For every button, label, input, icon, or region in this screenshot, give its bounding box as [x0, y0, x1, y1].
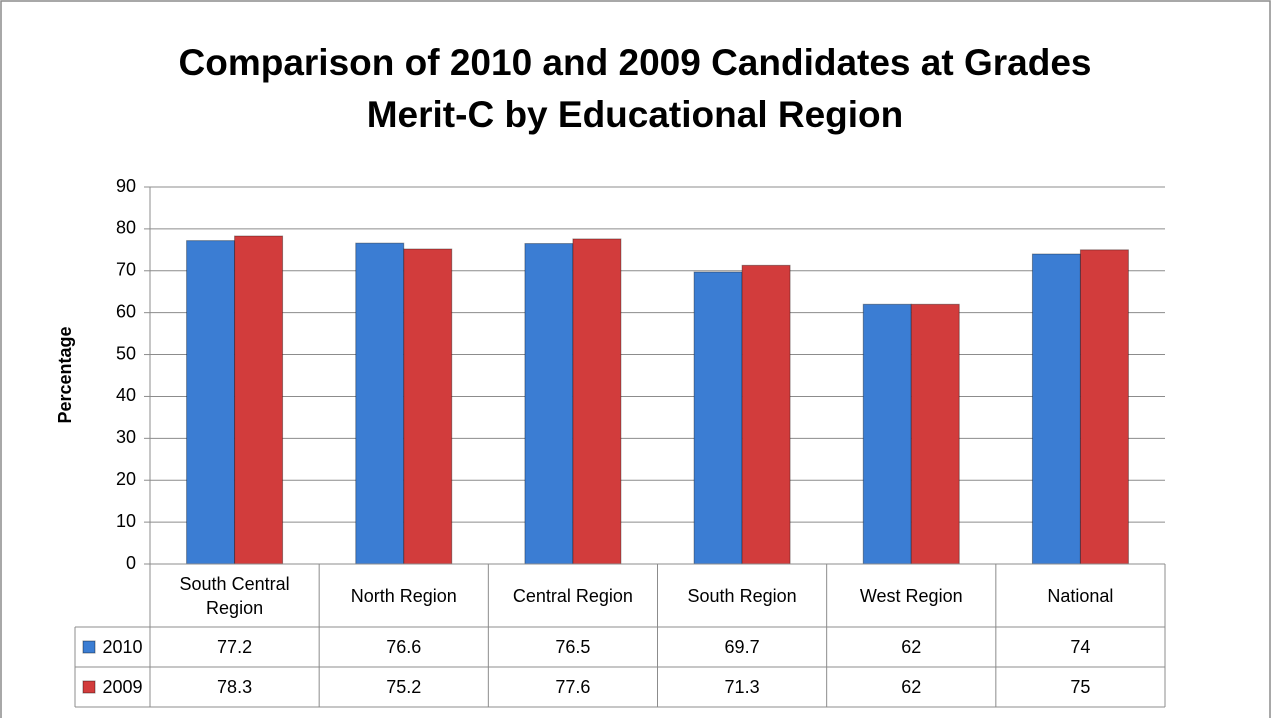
bar	[1079, 249, 1129, 565]
bar	[524, 243, 574, 565]
y-tick-label: 60	[116, 301, 136, 321]
table-value: 69.7	[724, 636, 760, 657]
table-value: 62	[901, 636, 922, 657]
y-tick-label: 10	[116, 511, 136, 531]
y-tick-label: 70	[116, 260, 136, 280]
table-value: 77.2	[217, 636, 253, 657]
legend-label: 2009	[102, 676, 143, 697]
y-tick-label: 20	[116, 469, 136, 489]
y-tick-label: 0	[126, 553, 136, 573]
legend-swatch	[82, 640, 96, 654]
bar	[693, 271, 743, 565]
bar	[572, 238, 622, 565]
y-tick-label: 80	[116, 218, 136, 238]
x-tick-label: South Central Region	[179, 573, 290, 618]
bar	[355, 242, 405, 565]
table-value: 78.3	[217, 676, 253, 697]
x-tick-label: West Region	[859, 585, 963, 606]
bar	[741, 264, 791, 565]
bar	[1031, 253, 1081, 565]
table-value: 77.6	[555, 676, 591, 697]
table-value: 75.2	[386, 676, 422, 697]
chart-title: Comparison of 2010 and 2009 Candidates a…	[178, 42, 1092, 135]
bar	[234, 235, 284, 565]
x-tick-label: South Region	[687, 585, 797, 606]
x-tick-label: North Region	[350, 585, 457, 606]
y-tick-label: 30	[116, 427, 136, 447]
y-tick-label: 40	[116, 385, 136, 405]
table-value: 74	[1070, 636, 1091, 657]
x-tick-label: National	[1047, 585, 1114, 606]
bar	[403, 248, 453, 565]
legend-swatch	[82, 680, 96, 694]
bar	[862, 303, 912, 565]
table-value: 62	[901, 676, 922, 697]
y-tick-label: 90	[116, 176, 136, 196]
table-value: 75	[1070, 676, 1091, 697]
table-value: 76.5	[555, 636, 591, 657]
bar	[186, 240, 236, 565]
table-value: 71.3	[724, 676, 760, 697]
bar	[910, 303, 960, 565]
x-tick-label: Central Region	[512, 585, 633, 606]
table-value: 76.6	[386, 636, 422, 657]
y-axis-label: Percentage	[54, 326, 75, 424]
y-tick-label: 50	[116, 343, 136, 363]
legend-label: 2010	[102, 636, 143, 657]
